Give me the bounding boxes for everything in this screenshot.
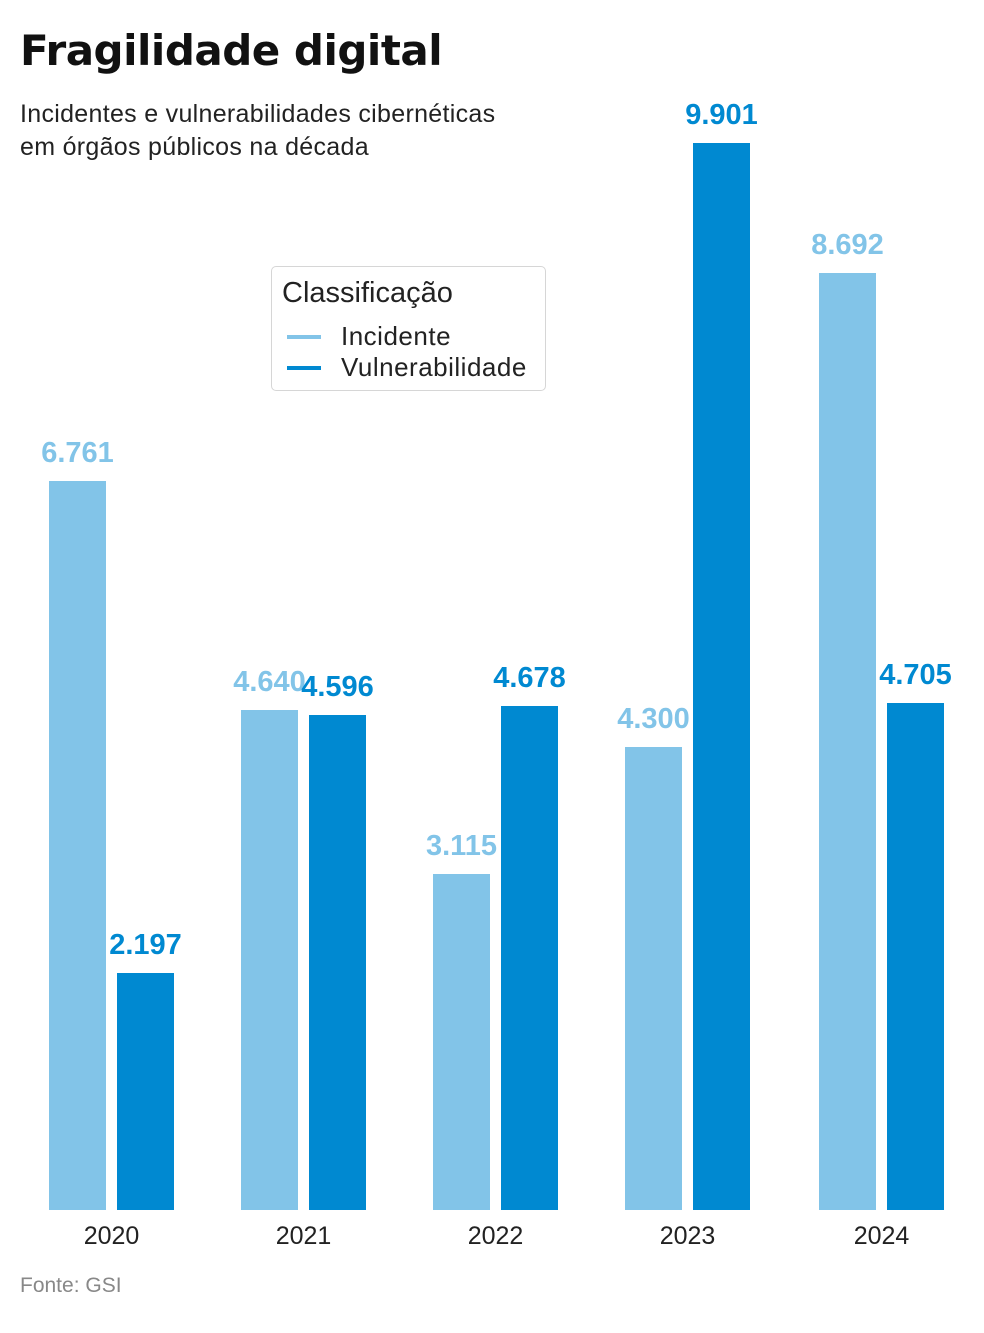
bar-vulnerabilidade-2022 bbox=[501, 705, 558, 1210]
value-label: 3.115 bbox=[426, 830, 497, 863]
chart-subtitle: Incidentes e vulnerabilidades cibernétic… bbox=[20, 98, 495, 164]
legend-item-incidente: Incidente bbox=[287, 321, 451, 352]
bar-incidente-2021 bbox=[241, 709, 298, 1210]
value-label: 4.300 bbox=[617, 702, 690, 735]
chart-title: Fragilidade digital bbox=[20, 26, 443, 75]
value-label: 4.596 bbox=[301, 670, 374, 703]
value-label: 6.761 bbox=[41, 437, 114, 470]
bar-incidente-2024 bbox=[819, 273, 876, 1210]
bar-vulnerabilidade-2023 bbox=[693, 143, 750, 1210]
x-tick-label: 2020 bbox=[83, 1222, 140, 1250]
bar-incidente-2020 bbox=[49, 481, 106, 1210]
bar-vulnerabilidade-2024 bbox=[887, 702, 944, 1210]
x-tick-label: 2021 bbox=[275, 1222, 332, 1250]
legend-swatch-incidente bbox=[287, 334, 321, 339]
legend-label: Incidente bbox=[341, 321, 452, 351]
legend-item-vulnerabilidade: Vulnerabilidade bbox=[287, 352, 527, 383]
legend-title: Classificação bbox=[282, 277, 453, 309]
subtitle-line-2: em órgãos públicos na década bbox=[20, 133, 369, 161]
bar-incidente-2023 bbox=[625, 746, 682, 1210]
subtitle-line-1: Incidentes e vulnerabilidades cibernétic… bbox=[20, 100, 496, 128]
x-tick-label: 2023 bbox=[659, 1222, 716, 1250]
value-label: 2.197 bbox=[109, 929, 182, 962]
legend: Classificação Incidente Vulnerabilidade bbox=[271, 266, 546, 391]
source-note: Fonte: GSI bbox=[20, 1274, 122, 1297]
bar-incidente-2022 bbox=[433, 874, 490, 1210]
value-label: 9.901 bbox=[685, 99, 758, 131]
value-label: 4.640 bbox=[233, 665, 306, 698]
x-tick-label: 2024 bbox=[853, 1222, 910, 1250]
value-label: 4.678 bbox=[493, 661, 566, 694]
value-label: 4.705 bbox=[879, 658, 952, 691]
bar-vulnerabilidade-2020 bbox=[117, 973, 174, 1210]
value-label: 8.692 bbox=[811, 229, 884, 262]
legend-label: Vulnerabilidade bbox=[341, 352, 527, 382]
bar-vulnerabilidade-2021 bbox=[309, 714, 366, 1210]
legend-swatch-vulnerabilidade bbox=[287, 365, 321, 370]
x-tick-label: 2022 bbox=[467, 1222, 524, 1250]
